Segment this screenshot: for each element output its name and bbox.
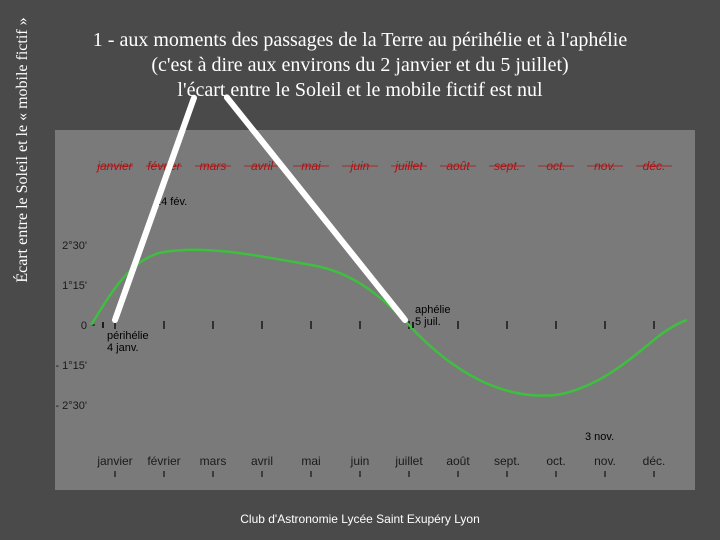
svg-text:janvier: janvier	[96, 454, 132, 468]
svg-text:périhélie: périhélie	[107, 330, 149, 342]
svg-text:déc.: déc.	[643, 454, 666, 468]
svg-text:5 juil.: 5 juil.	[415, 316, 441, 328]
svg-text:avril: avril	[251, 454, 273, 468]
svg-text:2°30': 2°30'	[62, 240, 87, 252]
footer-text: Club d'Astronomie Lycée Saint Exupéry Ly…	[0, 512, 720, 526]
svg-text:- 1°15': - 1°15'	[55, 360, 87, 372]
svg-text:juin: juin	[350, 454, 370, 468]
svg-text:- 2°30': - 2°30'	[55, 400, 87, 412]
title-line-1: 1 - aux moments des passages de la Terre…	[93, 29, 627, 51]
y-axis-label: Écart entre le Soleil et le « mobile fic…	[14, 0, 32, 310]
chart-area: 2°30' 1°15' 0 - 1°15' - 2°30' janvier février m…	[55, 130, 695, 490]
svg-text:oct.: oct.	[546, 454, 565, 468]
svg-text:mai: mai	[301, 454, 320, 468]
title-line-2: (c'est à dire aux environs du 2 janvier …	[151, 54, 568, 76]
svg-text:1°15': 1°15'	[62, 280, 87, 292]
svg-text:aphélie: aphélie	[415, 304, 450, 316]
y-axis-label-wrap: Écart entre le Soleil et le « mobile fic…	[4, 0, 22, 150]
svg-text:4 janv.: 4 janv.	[107, 342, 139, 354]
svg-text:3 nov.: 3 nov.	[585, 431, 614, 443]
svg-text:sept.: sept.	[494, 454, 520, 468]
slide-title: 1 - aux moments des passages de la Terre…	[0, 28, 720, 103]
title-line-3: l'écart entre le Soleil et le mobile fic…	[177, 79, 542, 101]
svg-text:0: 0	[81, 320, 87, 332]
svg-text:nov.: nov.	[594, 454, 616, 468]
slide: 1 - aux moments des passages de la Terre…	[0, 0, 720, 540]
svg-text:août: août	[446, 454, 470, 468]
svg-text:février: février	[147, 454, 180, 468]
svg-text:mars: mars	[200, 454, 227, 468]
svg-text:juillet: juillet	[394, 454, 423, 468]
chart-svg: 2°30' 1°15' 0 - 1°15' - 2°30' janvier février m…	[55, 130, 695, 490]
